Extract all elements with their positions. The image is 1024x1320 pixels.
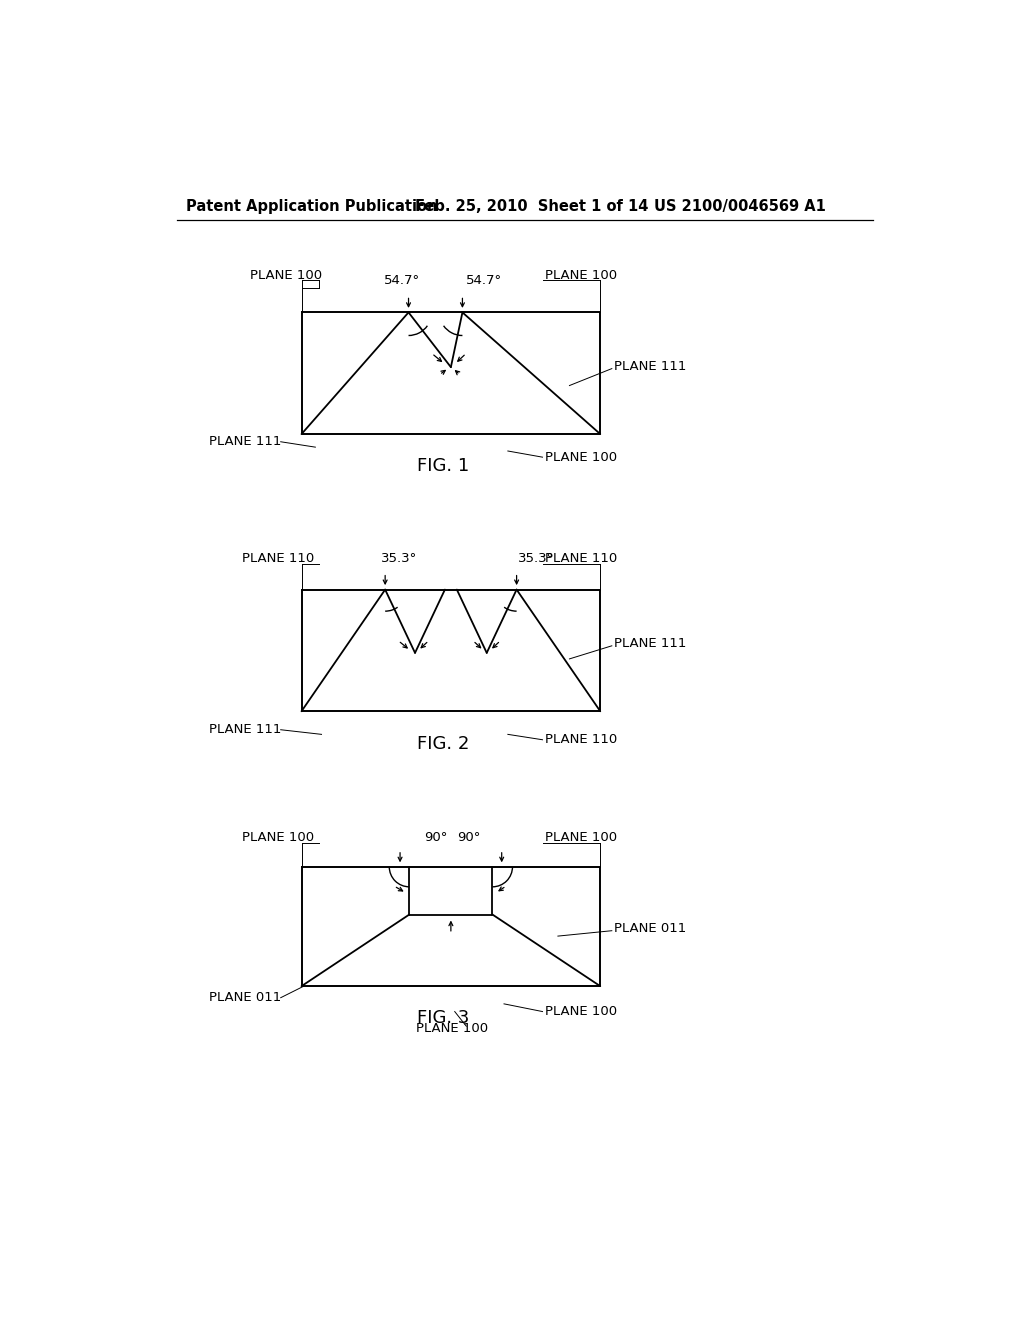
Text: US 2100/0046569 A1: US 2100/0046569 A1: [654, 198, 826, 214]
Text: PLANE 100: PLANE 100: [416, 1022, 488, 1035]
Text: PLANE 110: PLANE 110: [545, 733, 617, 746]
Text: 90°: 90°: [457, 832, 480, 843]
Text: PLANE 111: PLANE 111: [614, 638, 686, 649]
Text: Feb. 25, 2010  Sheet 1 of 14: Feb. 25, 2010 Sheet 1 of 14: [416, 198, 649, 214]
Text: PLANE 111: PLANE 111: [614, 360, 686, 372]
Text: PLANE 100: PLANE 100: [243, 832, 314, 843]
Text: Patent Application Publication: Patent Application Publication: [186, 198, 437, 214]
Text: PLANE 100: PLANE 100: [545, 450, 616, 463]
Text: PLANE 110: PLANE 110: [545, 552, 617, 565]
Text: 54.7°: 54.7°: [384, 273, 420, 286]
Text: PLANE 111: PLANE 111: [209, 723, 282, 737]
Text: PLANE 100: PLANE 100: [545, 269, 616, 282]
Text: 35.3°: 35.3°: [381, 552, 418, 565]
Text: FIG. 3: FIG. 3: [417, 1010, 469, 1027]
Text: PLANE 100: PLANE 100: [545, 1005, 616, 1018]
Text: 90°: 90°: [424, 832, 447, 843]
Text: PLANE 011: PLANE 011: [209, 991, 282, 1005]
Text: PLANE 100: PLANE 100: [250, 269, 322, 282]
Text: FIG. 2: FIG. 2: [417, 735, 469, 752]
Text: FIG. 1: FIG. 1: [417, 458, 469, 475]
Text: PLANE 100: PLANE 100: [545, 832, 616, 843]
Text: PLANE 111: PLANE 111: [209, 436, 282, 449]
Text: 35.3°: 35.3°: [518, 552, 554, 565]
Text: PLANE 011: PLANE 011: [614, 921, 686, 935]
Text: PLANE 110: PLANE 110: [243, 552, 314, 565]
Text: 54.7°: 54.7°: [466, 273, 502, 286]
